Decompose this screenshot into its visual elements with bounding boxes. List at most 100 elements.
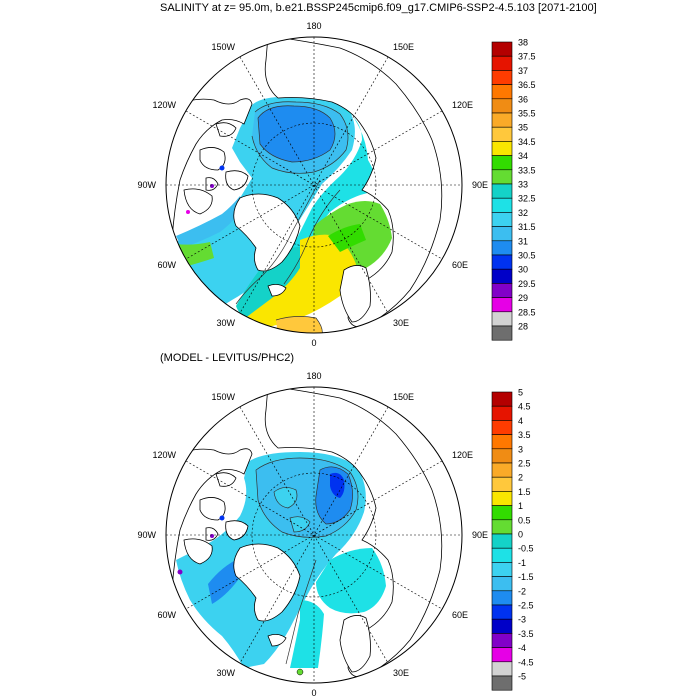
colorbar-tick-label: 0.5 [518,515,531,525]
lon-label: 120W [152,450,176,460]
colorbar-swatch [491,533,513,549]
difference-map: 180 150E 120E 90E 60E 30E 0 30W 60W 90W … [137,371,533,698]
map-title-difference: (MODEL - LEVITUS/PHC2) [160,352,295,364]
colorbar-swatch [491,240,513,256]
colorbar-tick-label: 4.5 [518,402,531,412]
colorbar-swatch [491,491,513,506]
colorbar-tick-label: 0 [518,530,523,540]
colorbar-tick-label: 31.5 [518,222,536,232]
colorbar-swatch [491,647,513,663]
salinity-contours [235,101,349,333]
colorbar-swatch [491,155,513,171]
lon-label: 60W [157,260,176,270]
colorbar-swatch [491,98,513,114]
difference-graticule [166,387,462,683]
salinity-region-31-5b [176,196,244,248]
colorbar-tick-label: -4 [518,643,526,653]
colorbar-tick-label: 34.5 [518,137,536,147]
colorbar-swatch [491,169,513,185]
diff-region-minus0-5b [290,600,324,668]
colorbar-tick-label: 28 [518,322,528,332]
lon-label: 90E [472,180,488,190]
lon-label: 150W [211,392,235,402]
lon-label: 90W [137,180,156,190]
lon-label: 180 [306,21,321,31]
colorbar-tick-label: 35.5 [518,109,536,119]
colorbar-tick-label: 32 [518,208,528,218]
colorbar-swatch [491,405,513,421]
colorbar-swatch [491,604,513,620]
lon-label: 150E [393,42,414,52]
colorbar-tick-label: 28.5 [518,307,536,317]
colorbar-swatch [491,41,513,57]
salinity-region-34-5 [240,234,356,333]
difference-landmass [166,387,443,678]
lon-label: 120E [452,100,473,110]
salinity-region-31 [258,105,335,162]
colorbar-swatch [491,112,513,128]
lon-label: 90E [472,530,488,540]
colorbar-swatch [491,547,513,563]
colorbar-swatch [491,183,513,199]
colorbar-tick-label: -1.5 [518,572,534,582]
lon-label: 150E [393,392,414,402]
colorbar-swatch [491,462,513,478]
lon-label: 120E [452,450,473,460]
salinity-region-33 [236,246,320,322]
lon-label: 30E [393,668,409,678]
colorbar-swatch [491,254,513,270]
colorbar-tick-label: -5 [518,672,526,682]
colorbar-swatch [491,55,513,71]
colorbar-swatch [491,297,513,313]
colorbar-swatch [491,70,513,85]
difference-field [166,387,443,678]
colorbar-tick-label: 4 [518,416,523,426]
salinity-region-34 [328,224,366,252]
colorbar-tick-label: 1.5 [518,487,531,497]
colorbar-tick-label: -1 [518,558,526,568]
map-title-salinity: SALINITY at z= 95.0m, b.e21.BSSP245cmip6… [160,2,597,14]
colorbar-swatch [491,325,513,341]
colorbar-swatch [491,675,513,691]
colorbar-swatch [491,505,513,521]
colorbar-swatch [491,226,513,242]
colorbar-swatch [491,197,513,213]
salinity-map-border [165,36,463,334]
colorbar-tick-label: 30 [518,265,528,275]
diff-region-minus2-5 [330,472,345,498]
colorbar-swatch [491,268,513,284]
colorbar-tick-label: 31 [518,236,528,246]
difference-map-border [165,386,463,684]
colorbar-tick-label: 36.5 [518,80,536,90]
lon-label: 0 [311,688,316,698]
colorbar-swatch [491,311,513,327]
colorbar-swatch [491,448,513,464]
colorbar-swatch [491,126,513,142]
difference-contours [255,457,359,665]
lon-label: 30W [216,318,235,328]
colorbar-swatch [491,519,513,535]
colorbar-swatch [491,576,513,592]
salinity-lon-labels: 180 150E 120E 90E 60E 30E 0 30W 60W 90W … [137,21,488,348]
colorbar-tick-label: -3 [518,615,526,625]
colorbar-tick-label: -0.5 [518,544,534,554]
salinity-field [166,37,443,333]
diff-region-minus0-5 [316,548,386,614]
colorbar-tick-label: 30.5 [518,251,536,261]
colorbar-swatch [491,476,513,492]
colorbar-tick-label: -2 [518,586,526,596]
colorbar-swatch [491,434,513,450]
lon-label: 120W [152,100,176,110]
colorbar-swatch [491,141,513,156]
lon-label: 30W [216,668,235,678]
colorbar-swatch [491,391,513,407]
lon-label: 30E [393,318,409,328]
colorbar-tick-label: 29.5 [518,279,536,289]
lon-label: 60E [452,260,468,270]
colorbar-swatch [491,212,513,227]
colorbar-tick-label: 32.5 [518,194,536,204]
lon-label: 60E [452,610,468,620]
lon-label: 180 [306,371,321,381]
colorbar-tick-label: 29 [518,293,528,303]
colorbar-tick-label: 5 [518,388,523,398]
